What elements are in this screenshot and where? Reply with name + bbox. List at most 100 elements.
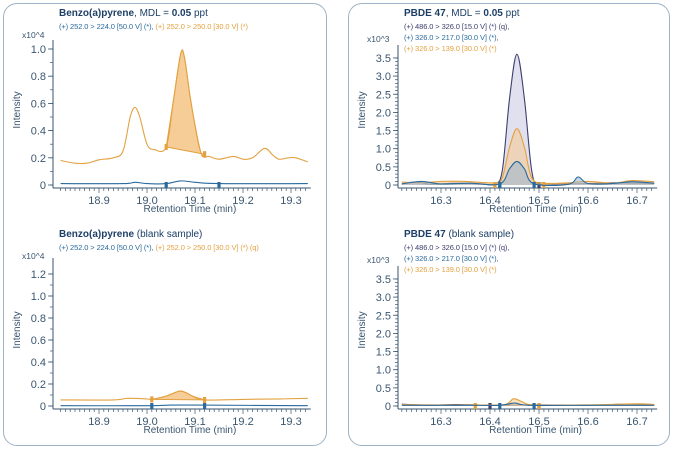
- trace-orange: [60, 390, 308, 401]
- y-tick-label: 1.2: [31, 269, 46, 281]
- integration-marker: [203, 396, 207, 403]
- x-tick-label: 16.7: [626, 195, 647, 207]
- y-tick-label: 0: [40, 180, 46, 192]
- y-tick-label: 1.5: [376, 126, 391, 138]
- y-tick-label: 0.8: [31, 313, 46, 325]
- y-tick-label: 0: [385, 180, 391, 192]
- x-tick-label: 19.1: [184, 195, 205, 207]
- y-tick-label: 1.5: [376, 347, 391, 359]
- y-tick-label: 0.5: [376, 162, 391, 174]
- trace-orange: [401, 128, 655, 185]
- x-tick-label: 16.4: [479, 195, 500, 207]
- integration-marker: [532, 403, 536, 409]
- integration-marker: [498, 403, 502, 409]
- x-tick-label: 19.1: [184, 416, 205, 428]
- y-axis-label: Intensity: [12, 91, 23, 128]
- x-tick-label: 16.6: [577, 195, 598, 207]
- x-axis-label: Retention Time (min): [143, 425, 236, 436]
- integration-marker: [150, 396, 154, 403]
- peak-fill: [401, 161, 655, 186]
- trace-orange: [60, 49, 308, 165]
- y-tick-label: 2.5: [376, 89, 391, 101]
- y-scale-label: x10^4: [22, 30, 45, 40]
- y-tick-label: 0: [385, 401, 391, 413]
- integration-marker: [203, 151, 207, 158]
- y-tick-label: 0.4: [31, 126, 46, 138]
- x-axis-label: Retention Time (min): [143, 204, 236, 215]
- x-tick-label: 16.6: [577, 416, 598, 428]
- chart-bap-blank: 18.9 19.0 19.1 19.2 19.3 0 0.2 0.4 0.6 0.8 1.0 1.2 R…: [12, 258, 311, 436]
- y-tick-label: 1.0: [31, 44, 46, 56]
- trace-blue: [401, 160, 655, 187]
- transition-labels: (+) 252.0 > 224.0 [50.0 V] (*), (+) 252.…: [59, 22, 248, 31]
- transition-label-2: (+) 326.0 > 217.0 [30.0 V] (*),: [404, 33, 499, 42]
- trace-blue: [401, 402, 655, 406]
- y-tick-label: 3.0: [376, 292, 391, 304]
- x-axis-label: Retention Time (min): [489, 204, 582, 215]
- x-tick-label: 19.0: [136, 195, 157, 207]
- chart-pbde: 16.3 16.4 16.5 16.6 16.7 0 0.5 1.0 1.5 2.0 2.5 3.0 3…: [357, 45, 658, 215]
- x-tick-label: 19.3: [280, 195, 301, 207]
- trace-orange: [401, 398, 655, 406]
- integration-marker: [532, 182, 536, 188]
- x-tick-label: 18.9: [88, 195, 109, 207]
- y-tick-label: 1.0: [31, 291, 46, 303]
- chart-title: PBDE 47 (blank sample): [404, 229, 515, 240]
- y-tick-label: 0.5: [376, 383, 391, 395]
- x-tick-label: 18.9: [88, 416, 109, 428]
- panel-benzo-a-pyrene: [3, 3, 327, 446]
- y-tick-label: 2.0: [376, 328, 391, 340]
- chart-title: PBDE 47, MDL = 0.05 ppt: [404, 8, 520, 19]
- peak-fill: [401, 54, 655, 185]
- chart-title: Benzo(a)pyrene (blank sample): [59, 229, 203, 240]
- transition-label-3: (+) 326.0 > 139.0 [30.0 V] (*): [404, 265, 497, 274]
- x-tick-label: 19.2: [232, 195, 253, 207]
- x-tick-label: 19.3: [280, 416, 301, 428]
- integration-marker: [203, 403, 207, 409]
- y-tick-label: 1.0: [376, 144, 391, 156]
- x-tick-label: 16.4: [479, 416, 500, 428]
- y-axis-label: Intensity: [357, 91, 368, 128]
- y-tick-label: 1.0: [376, 365, 391, 377]
- y-tick-label: 0.2: [31, 379, 46, 391]
- x-tick-label: 16.7: [626, 416, 647, 428]
- transition-label-2: (+) 326.0 > 217.0 [30.0 V] (*),: [404, 254, 499, 263]
- integration-marker: [164, 182, 168, 188]
- y-scale-label: x10^4: [22, 251, 45, 261]
- integration-marker: [164, 143, 168, 150]
- x-tick-label: 19.2: [232, 416, 253, 428]
- y-axis-label: Intensity: [357, 311, 368, 348]
- x-tick-label: 16.3: [430, 416, 451, 428]
- x-tick-label: 19.0: [136, 416, 157, 428]
- peak-fill: [401, 128, 655, 185]
- x-tick-label: 16.3: [430, 195, 451, 207]
- y-tick-label: 0.2: [31, 153, 46, 165]
- transition-label-1: (+) 486.0 > 326.0 [15.0 V] (*) (q),: [404, 22, 510, 31]
- y-tick-label: 0: [40, 401, 46, 413]
- y-tick-label: 0.6: [31, 335, 46, 347]
- y-tick-label: 3.0: [376, 71, 391, 83]
- y-tick-label: 0.4: [31, 357, 46, 369]
- y-tick-label: 2.5: [376, 310, 391, 322]
- x-tick-label: 16.5: [528, 195, 549, 207]
- y-tick-label: 0.6: [31, 98, 46, 110]
- y-tick-label: 3.5: [376, 274, 391, 286]
- x-tick-label: 16.5: [528, 416, 549, 428]
- y-scale-label: x10^3: [367, 255, 390, 265]
- trace-blue: [60, 180, 308, 185]
- panel-pbde-47: [348, 3, 670, 446]
- y-tick-label: 2.0: [376, 107, 391, 119]
- y-tick-label: 3.5: [376, 53, 391, 65]
- transition-label-3: (+) 326.0 > 139.0 [30.0 V] (*): [404, 44, 497, 53]
- integration-marker: [537, 403, 541, 409]
- chart-title: Benzo(a)pyrene, MDL = 0.05 ppt: [59, 8, 208, 19]
- y-axis-label: Intensity: [12, 311, 23, 348]
- integration-marker: [150, 403, 154, 409]
- integration-marker: [217, 182, 221, 188]
- integration-marker: [498, 182, 502, 188]
- transition-labels: (+) 252.0 > 224.0 [50.0 V] (*), (+) 252.…: [59, 243, 259, 252]
- integration-marker: [473, 403, 477, 409]
- trace-blue: [60, 404, 308, 407]
- y-scale-label: x10^3: [367, 34, 390, 44]
